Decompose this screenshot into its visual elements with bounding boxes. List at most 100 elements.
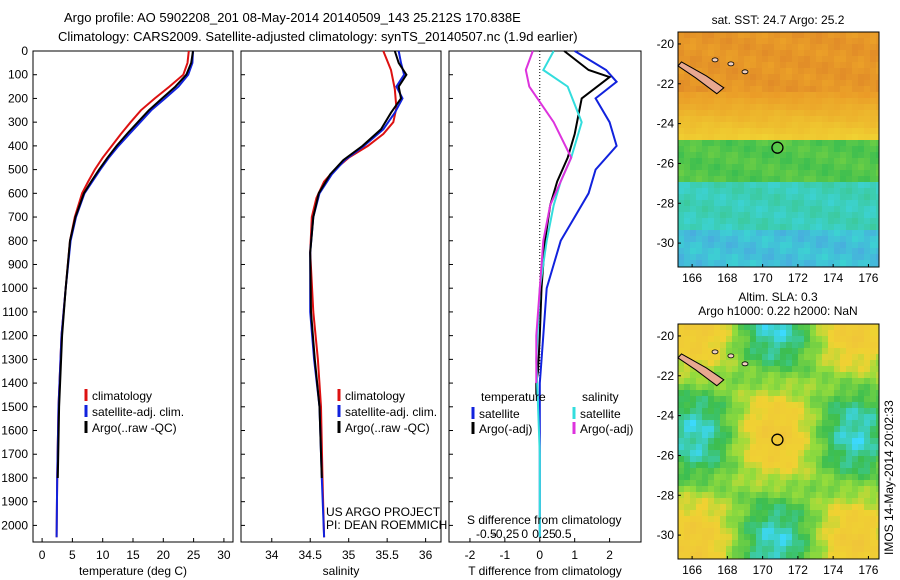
salinity-tick-label: 0.25: [532, 527, 556, 541]
y-tick-label: 1300: [1, 352, 28, 366]
x-axis-label: temperature (deg C): [79, 564, 187, 578]
salinity-tick-label: 0: [521, 527, 528, 541]
y-tick-label: -20: [657, 37, 675, 51]
y-tick-label: 1600: [1, 424, 28, 438]
x-tick-label: 34.5: [299, 548, 323, 562]
island-outline: [741, 361, 749, 367]
y-tick-label: 900: [8, 257, 28, 271]
x-tick-label: 15: [126, 548, 140, 562]
island-outline: [711, 57, 719, 63]
x-tick-label: 36: [419, 548, 433, 562]
y-tick-label: -30: [657, 528, 675, 542]
y-tick-label: 1500: [1, 400, 28, 414]
temperature-panel: 0 5 10 15 20 25 30 temperature (deg C) 0 100 200 30…: [1, 44, 234, 578]
salinity-panel: 34 34.5 35 35.5 36 salinity climatology satelli…: [240, 50, 447, 578]
x-tick-label: 172: [788, 271, 808, 285]
x-tick-label: 1: [571, 548, 578, 562]
x-tick-label: 174: [823, 563, 843, 577]
legend-label: satellite: [479, 407, 520, 421]
x-tick-label: 168: [717, 271, 737, 285]
y-tick-label: -22: [657, 77, 675, 91]
series-line-climatology: [55, 50, 190, 538]
y-tick-label: 1000: [1, 281, 28, 295]
y-tick-label: 100: [8, 68, 28, 82]
series-line-satellite: [538, 50, 619, 538]
x-tick-label: 0: [536, 548, 543, 562]
salinity-tick-label: -0.5: [476, 527, 497, 541]
x-tick-label: -1: [500, 548, 511, 562]
y-tick-label: 1700: [1, 447, 28, 461]
x-tick-label: 2: [606, 548, 613, 562]
salinity-tick-label: 0.5: [555, 527, 572, 541]
series-line-satellite: [535, 50, 583, 538]
map-title: sat. SST: 24.7 Argo: 25.2: [712, 13, 845, 27]
y-tick-label: -26: [657, 156, 675, 170]
legend-label: Argo(..raw -QC): [92, 421, 177, 435]
x-tick-label: 170: [753, 563, 773, 577]
header-line2: Climatology: CARS2009. Satellite-adjuste…: [58, 29, 578, 44]
series-line-argo-adj-: [535, 50, 612, 395]
map-title: Altim. SLA: 0.3: [738, 290, 818, 304]
y-tick-label: -26: [657, 448, 675, 462]
legend-label: satellite-adj. clim.: [345, 405, 437, 419]
x-tick-label: 168: [717, 563, 737, 577]
x-tick-label: 34: [265, 548, 279, 562]
y-tick-label: 800: [8, 234, 28, 248]
salinity-tick-label: -0.25: [492, 527, 520, 541]
y-tick-label: 1200: [1, 329, 28, 343]
series-line-argo-raw-qc-: [56, 50, 194, 479]
x-tick-label: 35: [342, 548, 356, 562]
argo-float-marker: [771, 141, 784, 154]
project-annotation: US ARGO PROJECT: [326, 505, 441, 519]
map-frame: [677, 323, 880, 560]
legend-title-salinity: salinity: [582, 390, 619, 404]
plot-frame: [32, 50, 234, 543]
series-line-satellite-adj-clim-: [55, 50, 194, 538]
y-tick-label: 300: [8, 115, 28, 129]
x-tick-label: 20: [157, 548, 171, 562]
plot-frame: [448, 50, 642, 543]
x-tick-label: 172: [788, 563, 808, 577]
y-tick-label: -22: [657, 369, 675, 383]
x-tick-label: 30: [217, 548, 231, 562]
argo-float-marker: [771, 433, 784, 446]
island-outline: [727, 353, 735, 359]
x-tick-label: 176: [858, 563, 878, 577]
island-outline: [727, 61, 735, 67]
y-tick-label: -28: [657, 488, 675, 502]
legend-label: climatology: [345, 389, 405, 403]
series-line-argo-adj-: [524, 50, 573, 384]
legend-label: Argo(-adj): [479, 422, 532, 436]
x-tick-label: 35.5: [375, 548, 399, 562]
island-outline: [741, 69, 749, 75]
legend-label: Argo(..raw -QC): [345, 421, 430, 435]
legend-label: satellite-adj. clim.: [92, 405, 184, 419]
x-tick-label: 174: [823, 271, 843, 285]
x-tick-label: 170: [753, 271, 773, 285]
y-tick-label: -28: [657, 196, 675, 210]
series-line-satellite-adj-clim-: [309, 50, 406, 538]
y-tick-label: 700: [8, 210, 28, 224]
x-tick-label: 176: [858, 271, 878, 285]
x-tick-label: -2: [465, 548, 476, 562]
legend-label: Argo(-adj): [580, 422, 633, 436]
legend-label: satellite: [580, 407, 621, 421]
y-tick-label: -24: [657, 409, 675, 423]
x-axis-label-top: S difference from climatology: [467, 513, 622, 527]
y-tick-label: 1400: [1, 376, 28, 390]
series-line-argo-raw-qc-: [309, 50, 408, 479]
y-tick-label: 400: [8, 139, 28, 153]
x-tick-label: 5: [69, 548, 76, 562]
x-axis-label: T difference from climatology: [468, 564, 622, 578]
timestamp-stamp: IMOS 14-May-2014 20:02:33: [882, 400, 896, 555]
y-tick-label: 1100: [2, 305, 28, 319]
legend-title-temperature: temperature: [481, 390, 546, 404]
y-tick-label: -20: [657, 329, 675, 343]
y-tick-label: 2000: [1, 518, 28, 532]
project-annotation: PI: DEAN ROEMMICH: [326, 518, 447, 532]
x-tick-label: 25: [187, 548, 201, 562]
legend-label: climatology: [92, 389, 152, 403]
x-tick-label: 0: [39, 548, 46, 562]
plot-frame: [240, 50, 442, 543]
